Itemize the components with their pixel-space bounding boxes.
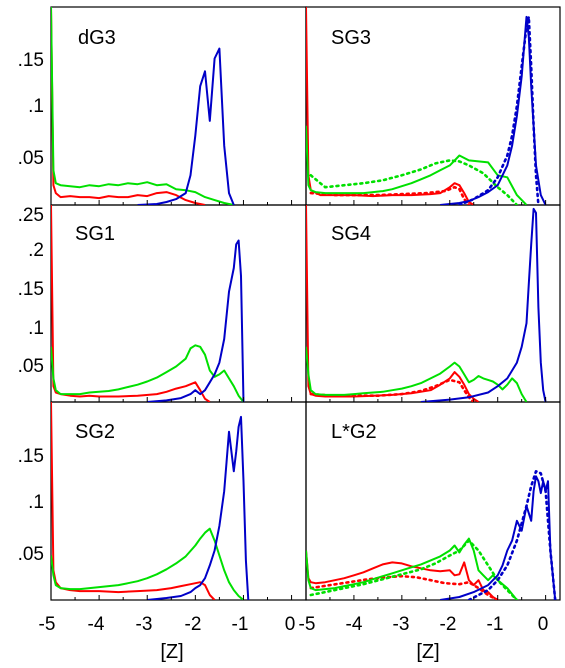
x-tick-label: -5 [299,614,316,635]
series-group [51,7,235,205]
panel-sg2: SG2 [50,401,307,601]
x-tick-label: -1 [487,614,504,635]
x-tick-label: -4 [88,614,105,635]
series-line-green-solid [51,344,245,402]
x-tick-label: -5 [39,614,56,635]
x-tick-label: -3 [136,614,153,635]
series-line-red-solid [306,205,480,402]
y-axis-row2: .25 .2 .15 .1 .05 [18,205,44,377]
series-line-red-dotted [309,185,471,205]
x-tick-label: 0 [538,614,549,635]
x-tick-label: -1 [232,614,249,635]
y-tick-label: .15 [18,50,44,71]
y-tick-label: .05 [18,544,44,565]
panel-sg4: SG4 [305,204,561,403]
series-line-green-solid [306,346,528,402]
panel-title-sg1: SG1 [75,223,115,245]
series-line-red-solid [306,550,499,600]
x-axis-label-right: [Z] [416,641,439,663]
series-line-green-solid [306,537,518,600]
series-line-blue-solid [147,415,250,600]
y-tick-label: .2 [28,240,44,261]
x-tick-label: -2 [185,614,202,635]
series-group [51,205,245,402]
y-axis-row3: .05 .1 .15 [18,446,44,565]
y-tick-label: .1 [28,492,44,513]
series-line-blue-dotted [467,469,557,600]
y-tick-label: .15 [18,279,44,300]
panel-dg3: dG3 [50,6,307,206]
panel-title-sg4: SG4 [331,223,371,245]
y-tick-label: .25 [18,205,44,226]
series-line-green-dotted [309,159,519,205]
panel-sg1: SG1 [50,204,307,403]
y-axis-row1: .05 .1 .15 [18,50,44,169]
series-group [51,402,250,600]
series-line-green-solid [51,527,245,600]
series-line-red-dotted [309,378,476,402]
panel-title-sg2: SG2 [75,421,115,443]
x-axis-left: -5 -4 -3 -2 -1 0 [39,614,296,635]
series-line-blue-dotted [458,15,540,205]
series-group [306,7,547,205]
panel-title-sg3: SG3 [331,27,371,49]
y-tick-label: .05 [18,356,44,377]
y-tick-label: .1 [28,318,44,339]
series-line-green-solid [51,7,235,205]
panel-sg3: SG3 [305,6,561,206]
series-group [306,469,557,600]
series-line-blue-solid [420,207,547,402]
x-tick-label: -4 [346,614,363,635]
x-axis-right: -5 -4 -3 -2 -1 0 [299,614,549,635]
panel-title-lg2: L*G2 [331,421,377,443]
series-line-green-dotted [309,539,519,600]
x-tick-label: -3 [393,614,410,635]
series-line-red-solid [51,7,206,205]
panel-title-dg3: dG3 [78,27,116,49]
x-axis-label-left: [Z] [160,641,183,663]
x-tick-label: -2 [440,614,457,635]
series-group [306,205,547,402]
series-line-red-dotted [309,574,500,600]
y-tick-label: .05 [18,148,44,169]
series-line-blue-solid [147,239,245,402]
y-tick-label: .1 [28,96,44,117]
series-line-green-solid [306,125,528,205]
y-tick-label: .15 [18,446,44,467]
series-layer [50,7,557,600]
series-line-blue-solid [137,47,235,205]
x-tick-label: 0 [285,614,296,635]
